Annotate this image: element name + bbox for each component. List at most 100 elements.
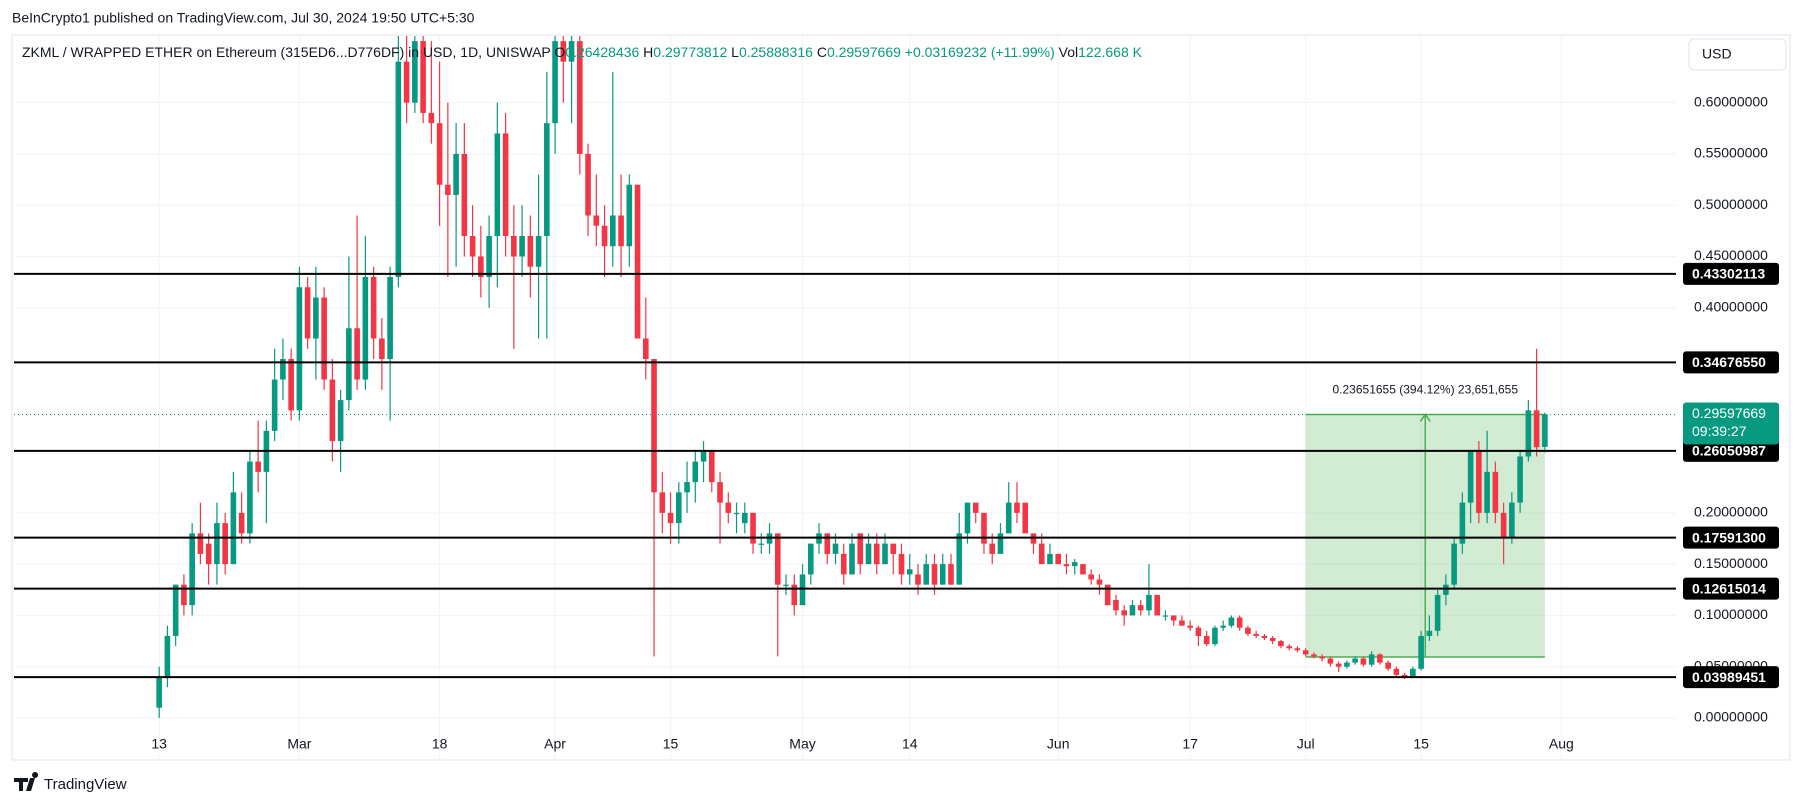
volume-label: Vol (1059, 44, 1078, 60)
candle-body (972, 502, 979, 513)
candle-body (708, 451, 715, 483)
x-tick-label: 14 (902, 736, 918, 752)
candle-body (247, 461, 253, 534)
candle-body (1525, 410, 1532, 457)
high-label: H (643, 44, 653, 60)
candle-body (1352, 658, 1358, 663)
candle-body (989, 543, 996, 554)
candle-body (1476, 451, 1482, 513)
current-price-box (1683, 402, 1779, 445)
candle-body (692, 461, 699, 483)
candle-body (370, 277, 377, 339)
level-label: 0.03989451 (1692, 669, 1766, 685)
candle-body (453, 153, 459, 195)
candle-body (502, 133, 509, 236)
candle-body (395, 61, 402, 277)
candle-body (676, 492, 682, 524)
chart-frame (11, 34, 1791, 761)
plot (14, 36, 1676, 718)
candle-body (172, 584, 179, 636)
level-label: 0.43302113 (1692, 266, 1765, 282)
y-tick-label: 0.45000000 (1694, 247, 1768, 263)
candle-body (1104, 584, 1111, 606)
candle-body (1129, 605, 1136, 616)
candle-body (783, 584, 789, 586)
close-label: C (817, 44, 827, 60)
candle-body (519, 235, 525, 257)
x-tick-label: Mar (287, 736, 311, 752)
candle-body (552, 41, 558, 124)
candle-body (1278, 641, 1284, 647)
candle-body (849, 543, 855, 575)
candle-body (412, 41, 418, 103)
candle-body (313, 297, 319, 339)
currency-button[interactable] (1688, 38, 1787, 71)
candle-body (486, 235, 492, 277)
candle-body (1385, 662, 1391, 669)
candle-body (750, 512, 756, 544)
candle-body (321, 297, 327, 380)
candle-body (964, 502, 971, 534)
x-tick-label: May (789, 736, 815, 752)
x-tick-label: 13 (151, 736, 167, 752)
candle-body (527, 235, 534, 267)
candle-body (329, 379, 336, 442)
candle-body (255, 461, 261, 472)
candle-body (346, 328, 352, 401)
level-label-box (1683, 439, 1779, 462)
candle-body (560, 41, 567, 62)
candle-body (1245, 627, 1251, 634)
candle-body (577, 41, 583, 154)
candle-body (1170, 615, 1177, 621)
candle-body (189, 533, 195, 606)
logo-icon (14, 772, 39, 791)
candle-body (1071, 562, 1078, 567)
low-label: L (731, 44, 739, 60)
y-tick-label: 0.40000000 (1694, 298, 1768, 314)
x-tick-label: Aug (1549, 736, 1574, 752)
candle-body (1212, 627, 1218, 645)
candle-body (1146, 594, 1152, 611)
x-tick-label: 15 (663, 736, 679, 752)
candle-body (865, 543, 872, 565)
level-label: 0.34676550 (1692, 354, 1766, 370)
candle-body (915, 574, 921, 585)
level-label-box (1683, 526, 1779, 549)
candle-body (643, 338, 649, 360)
volume: 122.668 K (1078, 44, 1142, 60)
x-tick-label: 15 (1413, 736, 1429, 752)
candle-body (214, 523, 220, 565)
y-tick-label: 0.15000000 (1694, 555, 1768, 571)
candle-body (1451, 543, 1457, 585)
candle-body (700, 451, 707, 462)
candle-body (494, 133, 501, 236)
candle-body (379, 338, 385, 360)
candle-body (1533, 410, 1540, 448)
candle-body (667, 512, 674, 524)
candle-body (906, 569, 913, 575)
candle-body (717, 482, 723, 503)
candle-body (478, 256, 484, 277)
candle-body (1467, 451, 1474, 503)
candle-body (337, 400, 344, 442)
header: BeInCrypto1 published on TradingView.com… (12, 10, 475, 26)
candle-body (296, 287, 303, 411)
candle-body (1360, 658, 1367, 665)
candle-body (626, 184, 633, 247)
y-tick-label: 0.00000000 (1694, 709, 1768, 725)
currency-button-label[interactable]: USD (1702, 46, 1732, 62)
candle-body (923, 564, 930, 585)
candle-body (585, 153, 591, 216)
candle-body (197, 533, 204, 554)
y-tick-label: 0.55000000 (1694, 145, 1768, 161)
level-label-box (1683, 262, 1779, 285)
candle-body (931, 564, 938, 585)
candle-body (1286, 646, 1292, 649)
open: 0.26428436 (565, 44, 639, 60)
candle-body (156, 676, 162, 708)
candle-body (445, 184, 451, 195)
candle-body (1459, 502, 1466, 544)
candle-body (238, 512, 245, 534)
candle-body (898, 553, 905, 575)
